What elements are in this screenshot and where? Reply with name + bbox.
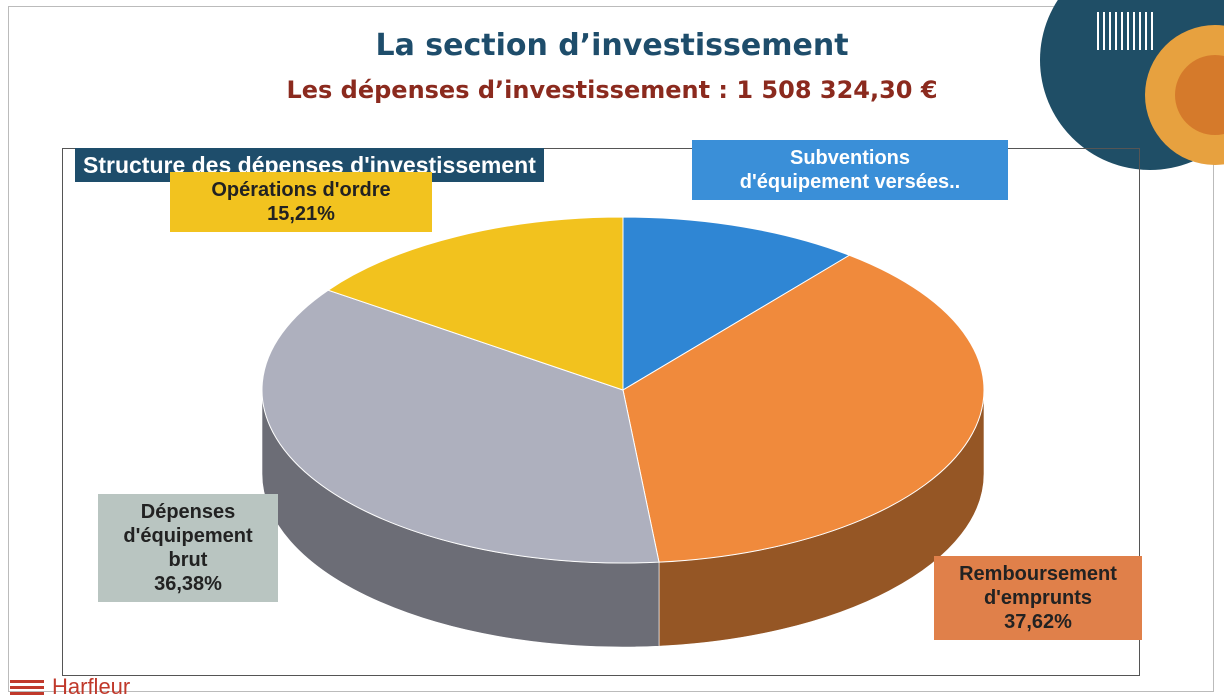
value-label: 37,62% (1004, 611, 1072, 633)
chart-box (62, 148, 1140, 676)
category-label: Opérations d'ordre (211, 179, 391, 201)
pie-slice (622, 254, 985, 563)
category-label: Subventions d'équipement versées.. (739, 147, 961, 193)
pie-slice (622, 216, 851, 391)
value-label: 15,21% (267, 203, 335, 225)
category-label: Remboursement d'emprunts (959, 563, 1117, 609)
pie-tops (261, 216, 985, 564)
slide-title: La section d’investissement (375, 28, 849, 63)
frame (8, 6, 1214, 692)
data-label: Opérations d'ordre 15,21% (170, 172, 432, 232)
pie-slice (327, 216, 624, 391)
pie-slice (261, 289, 660, 564)
footer-logo: Harfleur (52, 674, 131, 699)
category-label: Dépenses d'équipement brut (123, 501, 253, 571)
data-label: Subventions d'équipement versées.. (692, 140, 1008, 200)
value-label: 36,38% (154, 573, 222, 595)
data-label: Dépenses d'équipement brut 36,38% (98, 494, 278, 602)
slide-subtitle: Les dépenses d’investissement : 1 508 32… (286, 76, 938, 104)
data-label: Remboursement d'emprunts 37,62% (934, 556, 1142, 640)
